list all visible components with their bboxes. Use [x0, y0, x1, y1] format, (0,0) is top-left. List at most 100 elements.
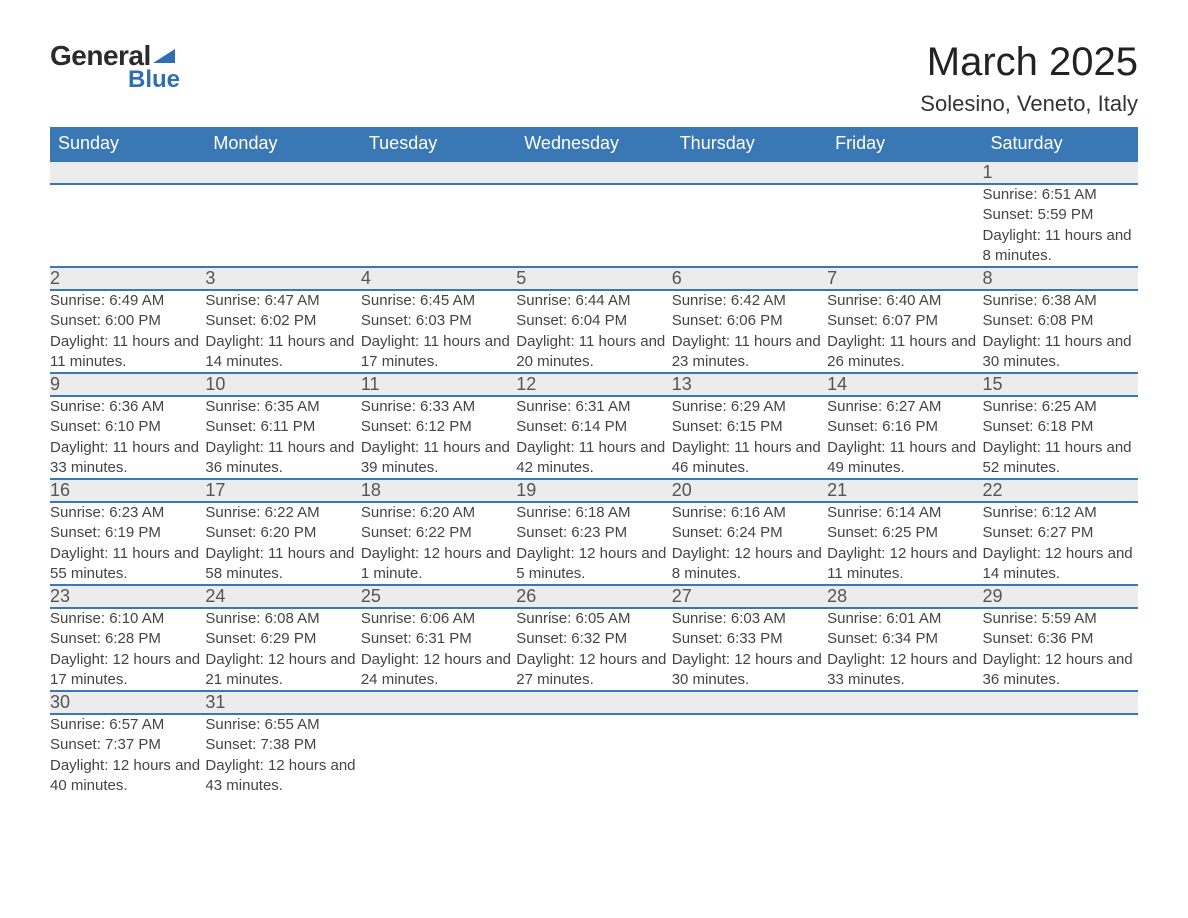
calendar-thead: Sunday Monday Tuesday Wednesday Thursday… — [50, 127, 1138, 161]
day-number-cell: 14 — [827, 373, 982, 396]
daylight-text: Daylight: 11 hours and 17 minutes. — [361, 332, 516, 373]
sunset-text: Sunset: 6:10 PM — [50, 417, 205, 437]
sunrise-text: Sunrise: 6:51 AM — [983, 185, 1138, 205]
daynum-row: 3031 — [50, 691, 1138, 714]
day-number-cell: 2 — [50, 267, 205, 290]
daylight-text: Daylight: 11 hours and 39 minutes. — [361, 438, 516, 479]
day-detail-cell: Sunrise: 6:05 AMSunset: 6:32 PMDaylight:… — [516, 608, 671, 691]
day-number-cell: 26 — [516, 585, 671, 608]
daynum-row: 9101112131415 — [50, 373, 1138, 396]
sunrise-text: Sunrise: 6:36 AM — [50, 397, 205, 417]
day-detail-cell: Sunrise: 6:55 AMSunset: 7:38 PMDaylight:… — [205, 714, 360, 796]
sunset-text: Sunset: 6:23 PM — [516, 523, 671, 543]
sunset-text: Sunset: 6:33 PM — [672, 629, 827, 649]
detail-row: Sunrise: 6:36 AMSunset: 6:10 PMDaylight:… — [50, 396, 1138, 479]
sunrise-text: Sunrise: 6:20 AM — [361, 503, 516, 523]
day-detail-cell — [361, 714, 516, 796]
sunrise-text: Sunrise: 6:33 AM — [361, 397, 516, 417]
day-detail-cell — [361, 184, 516, 267]
daylight-text: Daylight: 12 hours and 33 minutes. — [827, 650, 982, 691]
day-number-cell: 21 — [827, 479, 982, 502]
logo-text-blue: Blue — [128, 66, 180, 94]
day-detail-cell: Sunrise: 5:59 AMSunset: 6:36 PMDaylight:… — [983, 608, 1138, 691]
day-detail-cell: Sunrise: 6:10 AMSunset: 6:28 PMDaylight:… — [50, 608, 205, 691]
day-detail-cell: Sunrise: 6:16 AMSunset: 6:24 PMDaylight:… — [672, 502, 827, 585]
day-number-cell: 5 — [516, 267, 671, 290]
day-number-cell: 24 — [205, 585, 360, 608]
daylight-text: Daylight: 12 hours and 40 minutes. — [50, 756, 205, 797]
day-detail-cell: Sunrise: 6:33 AMSunset: 6:12 PMDaylight:… — [361, 396, 516, 479]
daylight-text: Daylight: 12 hours and 8 minutes. — [672, 544, 827, 585]
day-detail-cell: Sunrise: 6:35 AMSunset: 6:11 PMDaylight:… — [205, 396, 360, 479]
daylight-text: Daylight: 12 hours and 11 minutes. — [827, 544, 982, 585]
daylight-text: Daylight: 11 hours and 52 minutes. — [983, 438, 1138, 479]
day-detail-cell — [205, 184, 360, 267]
sunrise-text: Sunrise: 6:08 AM — [205, 609, 360, 629]
day-number-cell: 22 — [983, 479, 1138, 502]
day-detail-cell: Sunrise: 6:47 AMSunset: 6:02 PMDaylight:… — [205, 290, 360, 373]
weekday-header-row: Sunday Monday Tuesday Wednesday Thursday… — [50, 127, 1138, 161]
daylight-text: Daylight: 11 hours and 14 minutes. — [205, 332, 360, 373]
daylight-text: Daylight: 12 hours and 30 minutes. — [672, 650, 827, 691]
daylight-text: Daylight: 11 hours and 33 minutes. — [50, 438, 205, 479]
day-number-cell — [516, 691, 671, 714]
day-number-cell: 3 — [205, 267, 360, 290]
day-number-cell — [361, 691, 516, 714]
daylight-text: Daylight: 11 hours and 36 minutes. — [205, 438, 360, 479]
sunset-text: Sunset: 6:27 PM — [983, 523, 1138, 543]
day-detail-cell: Sunrise: 6:14 AMSunset: 6:25 PMDaylight:… — [827, 502, 982, 585]
day-number-cell: 31 — [205, 691, 360, 714]
sunset-text: Sunset: 6:16 PM — [827, 417, 982, 437]
daynum-row: 16171819202122 — [50, 479, 1138, 502]
daylight-text: Daylight: 11 hours and 20 minutes. — [516, 332, 671, 373]
day-detail-cell: Sunrise: 6:27 AMSunset: 6:16 PMDaylight:… — [827, 396, 982, 479]
day-number-cell: 19 — [516, 479, 671, 502]
day-number-cell — [205, 161, 360, 184]
sunset-text: Sunset: 6:00 PM — [50, 311, 205, 331]
sunrise-text: Sunrise: 6:22 AM — [205, 503, 360, 523]
daylight-text: Daylight: 11 hours and 11 minutes. — [50, 332, 205, 373]
day-number-cell: 18 — [361, 479, 516, 502]
daylight-text: Daylight: 12 hours and 43 minutes. — [205, 756, 360, 797]
sunrise-text: Sunrise: 6:06 AM — [361, 609, 516, 629]
day-detail-cell — [827, 184, 982, 267]
calendar-body: 1 Sunrise: 6:51 AMSunset: 5:59 PMDayligh… — [50, 161, 1138, 796]
page-header: General Blue March 2025 Solesino, Veneto… — [50, 40, 1138, 117]
day-number-cell: 13 — [672, 373, 827, 396]
sunrise-text: Sunrise: 6:38 AM — [983, 291, 1138, 311]
sunset-text: Sunset: 6:22 PM — [361, 523, 516, 543]
weekday-header: Sunday — [50, 127, 205, 161]
sunrise-text: Sunrise: 6:42 AM — [672, 291, 827, 311]
day-number-cell: 25 — [361, 585, 516, 608]
logo: General Blue — [50, 40, 180, 94]
daylight-text: Daylight: 11 hours and 55 minutes. — [50, 544, 205, 585]
day-detail-cell: Sunrise: 6:45 AMSunset: 6:03 PMDaylight:… — [361, 290, 516, 373]
day-detail-cell — [50, 184, 205, 267]
day-number-cell: 28 — [827, 585, 982, 608]
weekday-header: Saturday — [983, 127, 1138, 161]
day-number-cell: 16 — [50, 479, 205, 502]
sunset-text: Sunset: 6:08 PM — [983, 311, 1138, 331]
daylight-text: Daylight: 11 hours and 46 minutes. — [672, 438, 827, 479]
daylight-text: Daylight: 12 hours and 14 minutes. — [983, 544, 1138, 585]
daynum-row: 1 — [50, 161, 1138, 184]
sunrise-text: Sunrise: 6:25 AM — [983, 397, 1138, 417]
sunset-text: Sunset: 6:36 PM — [983, 629, 1138, 649]
sunrise-text: Sunrise: 6:29 AM — [672, 397, 827, 417]
daylight-text: Daylight: 11 hours and 58 minutes. — [205, 544, 360, 585]
day-detail-cell: Sunrise: 6:08 AMSunset: 6:29 PMDaylight:… — [205, 608, 360, 691]
sunset-text: Sunset: 6:14 PM — [516, 417, 671, 437]
sunrise-text: Sunrise: 6:35 AM — [205, 397, 360, 417]
sunrise-text: Sunrise: 6:03 AM — [672, 609, 827, 629]
daylight-text: Daylight: 11 hours and 23 minutes. — [672, 332, 827, 373]
sunset-text: Sunset: 6:34 PM — [827, 629, 982, 649]
weekday-header: Tuesday — [361, 127, 516, 161]
day-detail-cell — [827, 714, 982, 796]
daylight-text: Daylight: 11 hours and 8 minutes. — [983, 226, 1138, 267]
daylight-text: Daylight: 12 hours and 36 minutes. — [983, 650, 1138, 691]
day-detail-cell — [516, 184, 671, 267]
sunset-text: Sunset: 6:20 PM — [205, 523, 360, 543]
daynum-row: 2345678 — [50, 267, 1138, 290]
day-detail-cell: Sunrise: 6:40 AMSunset: 6:07 PMDaylight:… — [827, 290, 982, 373]
daylight-text: Daylight: 12 hours and 17 minutes. — [50, 650, 205, 691]
